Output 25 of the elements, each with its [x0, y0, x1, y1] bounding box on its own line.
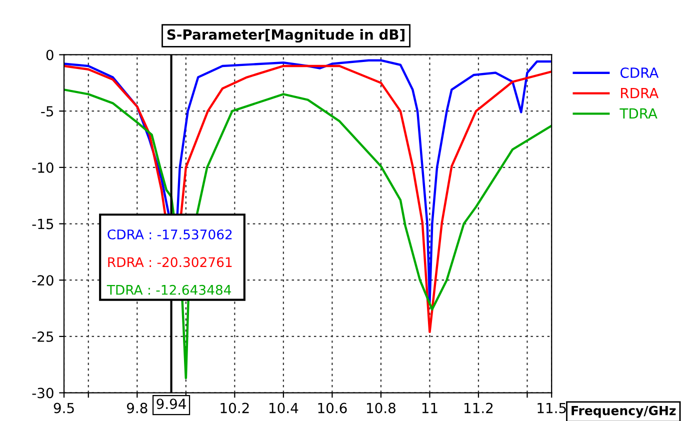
y-tick-label: -10 [32, 162, 54, 173]
chart-title: S-Parameter[Magnitude in dB] [167, 29, 404, 43]
x-axis-title: Frequency/GHz [572, 406, 676, 418]
legend-label: TDRA [620, 108, 658, 119]
x-tick-label: 9.8 [126, 402, 148, 414]
legend-label: CDRA [620, 67, 659, 78]
y-tick-label: -30 [32, 388, 54, 398]
x-tick-label: 10.2 [220, 402, 249, 414]
y-tick-label: -5 [41, 106, 54, 117]
x-tick-label: 10.6 [318, 402, 347, 414]
annotation: TDRA : -12.643484 [106, 284, 232, 295]
x-tick-label: 10.8 [367, 402, 396, 414]
x-tick-label: 11.2 [464, 402, 493, 414]
annotation: RDRA : -20.302761 [108, 257, 232, 268]
ref-line-label: 9.94 [156, 398, 186, 410]
annotation: CDRA : -17.537062 [108, 229, 232, 240]
y-tick-label: -15 [32, 218, 54, 230]
y-tick-label: -25 [32, 331, 54, 342]
y-tick-label: 0 [46, 50, 54, 60]
x-tick-label: 10.4 [269, 402, 298, 414]
x-tick-label: 9.5 [54, 402, 74, 414]
x-tick-label: 11.5 [538, 402, 566, 414]
y-tick-label: -20 [32, 275, 54, 286]
x-tick-label: 11 [422, 402, 438, 414]
legend-label: RDRA [621, 88, 659, 98]
